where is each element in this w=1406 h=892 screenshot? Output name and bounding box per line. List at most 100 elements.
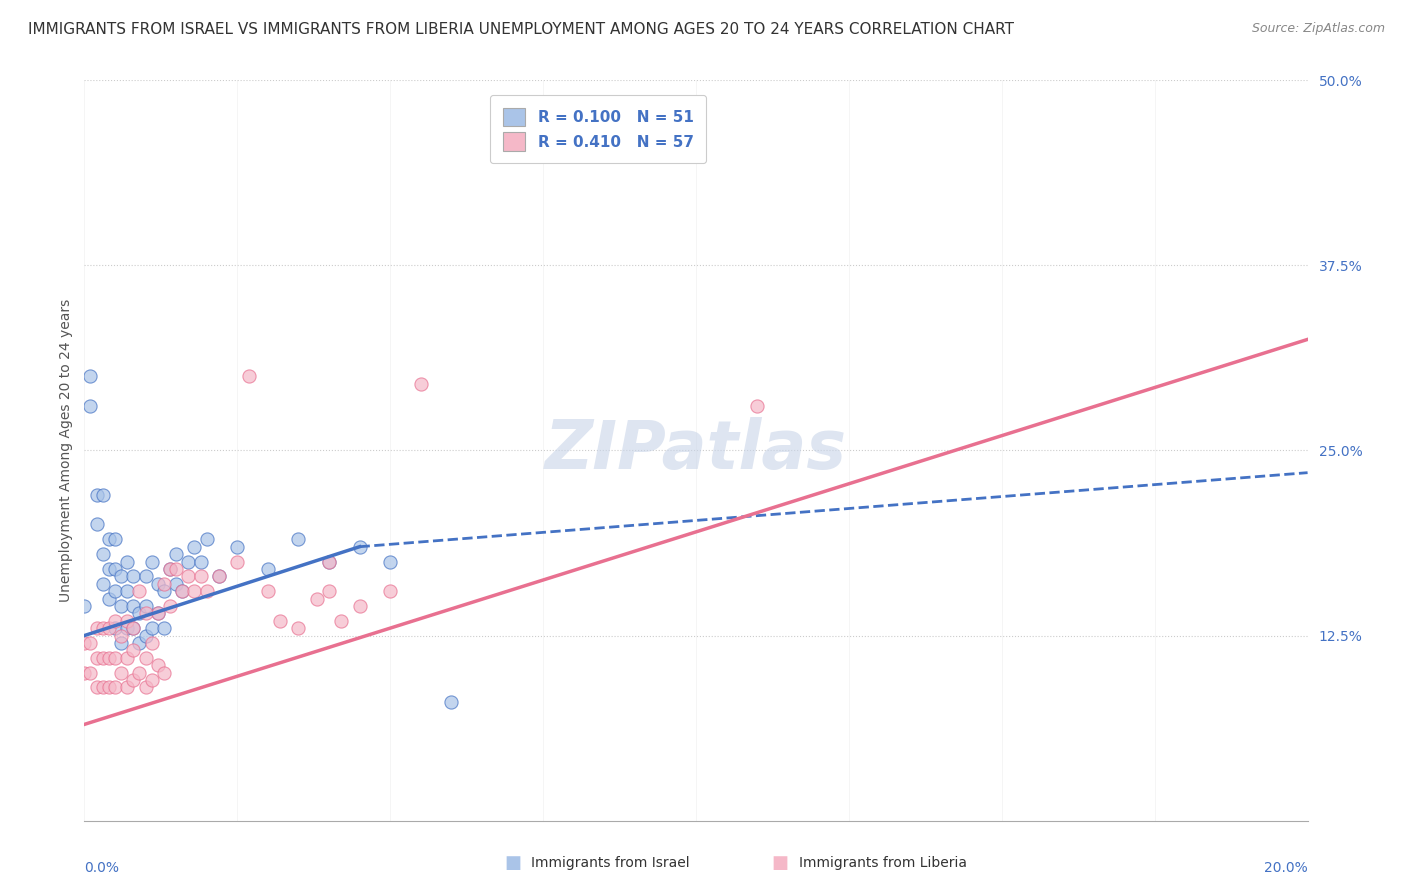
Point — [318, 584, 340, 599]
Point — [146, 607, 169, 621]
Point — [183, 584, 205, 599]
Point — [146, 658, 169, 673]
Point — [115, 650, 138, 665]
Point — [146, 576, 169, 591]
Point — [135, 607, 157, 621]
Point — [122, 643, 145, 657]
Point — [86, 621, 108, 635]
Point — [135, 628, 157, 642]
Point — [287, 621, 309, 635]
Point — [159, 599, 181, 613]
Point — [115, 621, 138, 635]
Point — [380, 555, 402, 569]
Point — [257, 584, 280, 599]
Point — [747, 399, 769, 413]
Point — [318, 555, 340, 569]
Point — [153, 665, 176, 680]
Text: Immigrants from Israel: Immigrants from Israel — [531, 856, 690, 871]
Point — [141, 621, 163, 635]
Point — [128, 607, 150, 621]
Point — [110, 628, 132, 642]
Point — [135, 681, 157, 695]
Point — [146, 607, 169, 621]
Point — [195, 533, 218, 547]
Point — [440, 695, 463, 709]
Point — [165, 547, 187, 561]
Point — [257, 562, 280, 576]
Point — [349, 599, 371, 613]
Point — [330, 614, 353, 628]
Point — [110, 636, 132, 650]
Point — [73, 665, 96, 680]
Point — [153, 584, 176, 599]
Point — [79, 665, 101, 680]
Point — [79, 369, 101, 384]
Point — [79, 399, 101, 413]
Point — [177, 555, 200, 569]
Point — [141, 673, 163, 687]
Point — [110, 599, 132, 613]
Point — [153, 576, 176, 591]
Point — [269, 614, 291, 628]
Point — [91, 576, 114, 591]
Point — [91, 650, 114, 665]
Point — [172, 584, 194, 599]
Y-axis label: Unemployment Among Ages 20 to 24 years: Unemployment Among Ages 20 to 24 years — [59, 299, 73, 602]
Point — [226, 555, 249, 569]
Point — [208, 569, 231, 583]
Point — [97, 533, 120, 547]
Point — [195, 584, 218, 599]
Point — [73, 636, 96, 650]
Point — [122, 621, 145, 635]
Text: Immigrants from Liberia: Immigrants from Liberia — [799, 856, 966, 871]
Point — [86, 517, 108, 532]
Point — [135, 650, 157, 665]
Point — [97, 562, 120, 576]
Text: ZIPatlas: ZIPatlas — [546, 417, 846, 483]
Point — [141, 555, 163, 569]
Point — [115, 584, 138, 599]
Point — [79, 636, 101, 650]
Point — [104, 681, 127, 695]
Point — [115, 555, 138, 569]
Point — [122, 673, 145, 687]
Point — [104, 562, 127, 576]
Point — [159, 562, 181, 576]
Point — [91, 681, 114, 695]
Text: ■: ■ — [505, 855, 522, 872]
Point — [190, 555, 212, 569]
Point — [122, 569, 145, 583]
Text: 20.0%: 20.0% — [1264, 862, 1308, 875]
Point — [104, 533, 127, 547]
Point — [380, 584, 402, 599]
Point — [165, 562, 187, 576]
Point — [110, 665, 132, 680]
Point — [135, 569, 157, 583]
Point — [208, 569, 231, 583]
Point — [183, 540, 205, 554]
Point — [190, 569, 212, 583]
Point — [349, 540, 371, 554]
Point — [73, 599, 96, 613]
Point — [91, 547, 114, 561]
Point — [86, 488, 108, 502]
Point — [91, 488, 114, 502]
Text: ■: ■ — [772, 855, 789, 872]
Point — [128, 636, 150, 650]
Text: 0.0%: 0.0% — [84, 862, 120, 875]
Point — [128, 665, 150, 680]
Point — [122, 621, 145, 635]
Legend: R = 0.100   N = 51, R = 0.410   N = 57: R = 0.100 N = 51, R = 0.410 N = 57 — [491, 95, 706, 163]
Point — [91, 621, 114, 635]
Point — [159, 562, 181, 576]
Point — [104, 650, 127, 665]
Point — [104, 584, 127, 599]
Point — [115, 614, 138, 628]
Point — [97, 681, 120, 695]
Point — [110, 569, 132, 583]
Point — [287, 533, 309, 547]
Point — [86, 650, 108, 665]
Point — [122, 599, 145, 613]
Point — [135, 599, 157, 613]
Point — [104, 621, 127, 635]
